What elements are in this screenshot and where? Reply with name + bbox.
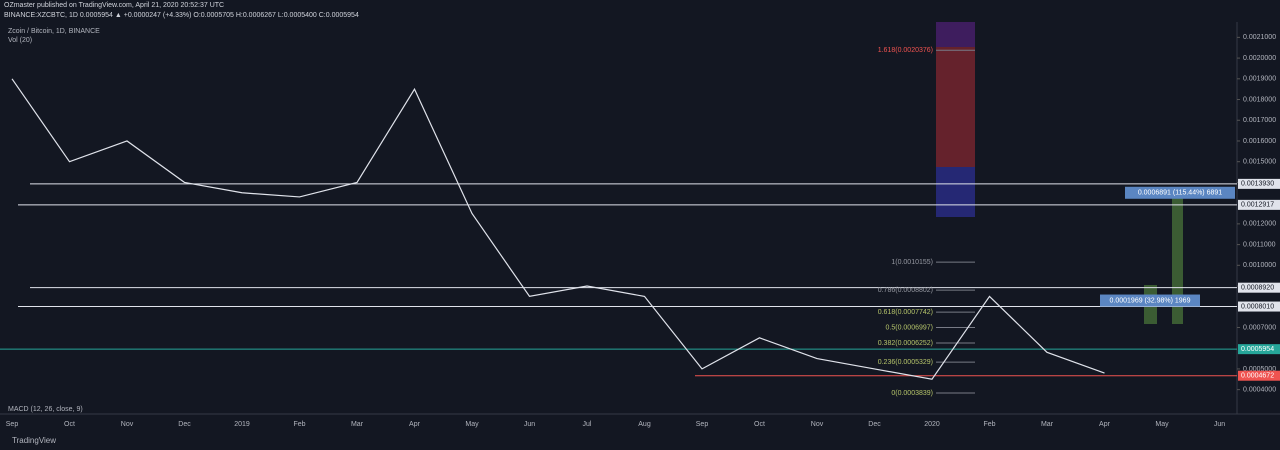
brand: TradingView <box>12 436 56 445</box>
measure-box <box>1172 190 1183 324</box>
x-tick-label: May <box>1155 421 1169 428</box>
support-tag <box>1238 370 1280 381</box>
x-tick-label: Nov <box>121 421 134 428</box>
fib-zone <box>936 22 975 47</box>
y-tick-label: 0.0012000 <box>1243 221 1276 228</box>
level-tag <box>1238 199 1280 210</box>
fib-label: 1(0.0010155) <box>891 259 933 266</box>
chart-title: Zcoin / Bitcoin, 1D, BINANCE <box>8 28 100 35</box>
x-tick-label: May <box>465 421 479 428</box>
macd-label: MACD (12, 26, close, 9) <box>8 406 83 413</box>
y-tick-label: 0.0015000 <box>1243 159 1276 166</box>
publisher: OZmaster published on TradingView.com, A… <box>4 2 224 9</box>
fib-label: 1.618(0.0020376) <box>878 47 933 54</box>
level-tag <box>1238 178 1280 189</box>
symbol-info: BINANCE:XZCBTC, 1D 0.0005954 ▲ +0.000024… <box>4 12 359 19</box>
current-label: 0.0005954 <box>1241 346 1274 353</box>
x-tick-label: Aug <box>638 421 651 428</box>
y-tick-label: 0.0019000 <box>1243 76 1276 83</box>
x-tick-label: 2019 <box>234 421 250 428</box>
x-tick-label: Oct <box>754 421 765 428</box>
x-tick-label: Apr <box>409 421 421 428</box>
level-label: 0.0012917 <box>1241 202 1274 209</box>
x-tick-label: Apr <box>1099 421 1111 428</box>
level-label: 0.0008920 <box>1241 285 1274 292</box>
x-tick-label: 2020 <box>924 421 940 428</box>
x-tick-label: Sep <box>6 421 19 428</box>
measure-label: 0.0006891 (115.44%) 6891 <box>1138 190 1222 197</box>
volume-label: Vol (20) <box>8 37 32 44</box>
measure-tag <box>1125 186 1235 199</box>
fib-label: 0.618(0.0007742) <box>878 309 933 316</box>
x-tick-label: Jul <box>583 421 592 428</box>
y-tick-label: 0.0021000 <box>1243 34 1276 41</box>
x-tick-label: Mar <box>1041 421 1054 428</box>
level-label: 0.0013930 <box>1241 181 1274 188</box>
support-label: 0.0004672 <box>1241 373 1274 380</box>
y-tick-label: 0.0010000 <box>1243 262 1276 269</box>
y-tick-label: 0.0017000 <box>1243 117 1276 124</box>
y-tick-label: 0.0016000 <box>1243 138 1276 145</box>
price-line <box>11 78 1105 380</box>
x-tick-label: Jun <box>1214 421 1225 428</box>
level-tag <box>1238 282 1280 293</box>
fib-label: 0(0.0003839) <box>891 390 933 397</box>
fib-label: 0.382(0.0006252) <box>878 340 933 347</box>
y-tick-label: 0.0007000 <box>1243 324 1276 331</box>
x-tick-label: Oct <box>64 421 75 428</box>
x-tick-label: Feb <box>983 421 995 428</box>
y-tick-label: 0.0005000 <box>1243 366 1276 373</box>
x-tick-label: Sep <box>696 421 709 428</box>
level-tag <box>1238 301 1280 312</box>
current-tag <box>1238 344 1280 355</box>
fib-zone <box>936 47 975 167</box>
y-tick-label: 0.0004000 <box>1243 386 1276 393</box>
measure-tag <box>1100 294 1200 307</box>
fib-label: 0.5(0.0006997) <box>886 324 933 331</box>
x-tick-label: Mar <box>351 421 364 428</box>
x-tick-label: Jun <box>524 421 535 428</box>
x-tick-label: Dec <box>178 421 191 428</box>
fib-zone <box>936 167 975 217</box>
measure-label: 0.0001969 (32.98%) 1969 <box>1110 297 1191 304</box>
y-tick-label: 0.0011000 <box>1243 241 1276 248</box>
x-tick-label: Nov <box>811 421 824 428</box>
x-tick-label: Feb <box>293 421 305 428</box>
fib-label: 0.786(0.0008802) <box>878 287 933 294</box>
x-tick-label: Dec <box>868 421 881 428</box>
y-tick-label: 0.0020000 <box>1243 55 1276 62</box>
y-tick-label: 0.0018000 <box>1243 96 1276 103</box>
level-label: 0.0008010 <box>1241 303 1274 310</box>
fib-label: 0.236(0.0005329) <box>878 359 933 366</box>
